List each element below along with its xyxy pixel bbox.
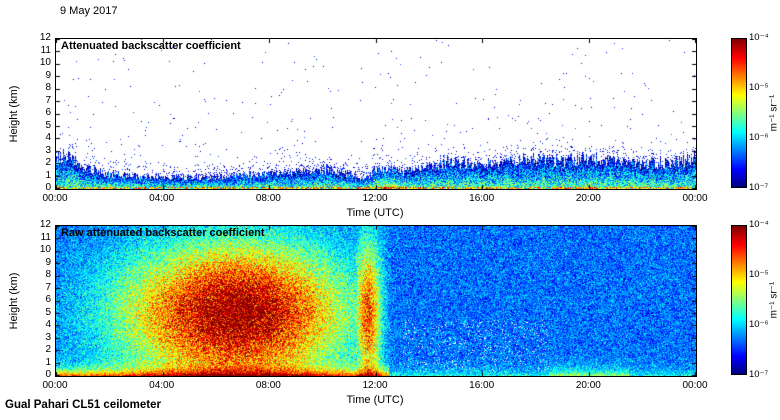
heatmap-canvas <box>56 226 696 376</box>
y-tick-label: 10 <box>39 244 51 255</box>
x-tick-label: 00:00 <box>42 380 68 391</box>
y-tick-label: 8 <box>45 82 51 93</box>
plot-title: Attenuated backscatter coefficient <box>61 40 241 52</box>
instrument-label: Gual Pahari CL51 ceilometer <box>5 399 161 411</box>
y-tick-label: 7 <box>45 94 51 106</box>
x-tick-label: 16:00 <box>469 380 495 391</box>
y-tick-label: 7 <box>45 281 51 293</box>
heatmap-canvas <box>56 39 696 189</box>
x-tick-label: 16:00 <box>469 193 495 204</box>
y-tick-label: 4 <box>45 132 51 143</box>
plot-area: Raw attenuated backscatter coefficient <box>55 225 697 377</box>
colorbar <box>731 38 747 188</box>
y-tick-label: 3 <box>45 144 51 156</box>
y-tick-label: 12 <box>39 219 51 230</box>
y-axis-label: Height (km) <box>8 85 20 143</box>
y-tick-label: 1 <box>45 169 51 181</box>
y-tick-label: 2 <box>45 157 51 168</box>
y-tick-label: 6 <box>45 107 51 118</box>
y-tick-label: 6 <box>45 294 51 305</box>
x-tick-label: 00:00 <box>682 193 708 204</box>
colorbar-unit-label: m⁻¹ sr⁻¹ <box>768 281 780 319</box>
colorbar-tick-label: 10⁻⁷ <box>749 369 769 380</box>
y-tick-label: 9 <box>45 69 51 81</box>
x-tick-label: 04:00 <box>149 193 175 204</box>
y-tick-label: 0 <box>45 182 51 193</box>
y-tick-label: 10 <box>39 57 51 68</box>
panel-raw-attenuated-backscatter: Height (km) Raw attenuated backscatter c… <box>0 219 780 420</box>
x-tick-label: 12:00 <box>362 193 388 204</box>
x-tick-label: 20:00 <box>575 193 601 204</box>
y-tick-label: 11 <box>40 231 51 243</box>
y-tick-label: 2 <box>45 344 51 355</box>
y-tick-label: 11 <box>40 44 51 56</box>
colorbar-unit-label: m⁻¹ sr⁻¹ <box>768 94 780 132</box>
y-tick-label: 12 <box>39 32 51 43</box>
x-axis-label: Time (UTC) <box>346 207 404 219</box>
x-tick-label: 20:00 <box>575 380 601 391</box>
colorbar-tick-label: 10⁻⁴ <box>749 219 769 230</box>
plot-title: Raw attenuated backscatter coefficient <box>61 227 265 239</box>
colorbar <box>731 225 747 375</box>
colorbar-tick-label: 10⁻⁶ <box>749 132 769 143</box>
y-tick-label: 0 <box>45 369 51 380</box>
y-tick-label: 9 <box>45 256 51 268</box>
colorbar-tick-label: 10⁻⁵ <box>749 269 769 280</box>
colorbar-tick-label: 10⁻⁷ <box>749 182 769 193</box>
panel-attenuated-backscatter: Height (km) Attenuated backscatter coeff… <box>0 32 780 238</box>
x-tick-label: 00:00 <box>682 380 708 391</box>
colorbar-tick-label: 10⁻⁵ <box>749 82 769 93</box>
colorbar-tick-label: 10⁻⁴ <box>749 32 769 43</box>
x-tick-label: 08:00 <box>255 380 281 391</box>
colorbar-tick-label: 10⁻⁶ <box>749 319 769 330</box>
x-tick-label: 00:00 <box>42 193 68 204</box>
x-tick-label: 08:00 <box>255 193 281 204</box>
y-tick-label: 4 <box>45 319 51 330</box>
x-tick-label: 04:00 <box>149 380 175 391</box>
y-tick-label: 1 <box>45 356 51 368</box>
y-axis-label: Height (km) <box>8 272 20 330</box>
date-label: 9 May 2017 <box>60 5 118 17</box>
x-tick-label: 12:00 <box>362 380 388 391</box>
y-tick-label: 8 <box>45 269 51 280</box>
x-axis-label: Time (UTC) <box>346 394 404 406</box>
plot-area: Attenuated backscatter coefficient <box>55 38 697 190</box>
y-tick-label: 3 <box>45 331 51 343</box>
y-tick-label: 5 <box>45 306 51 318</box>
y-tick-label: 5 <box>45 119 51 131</box>
